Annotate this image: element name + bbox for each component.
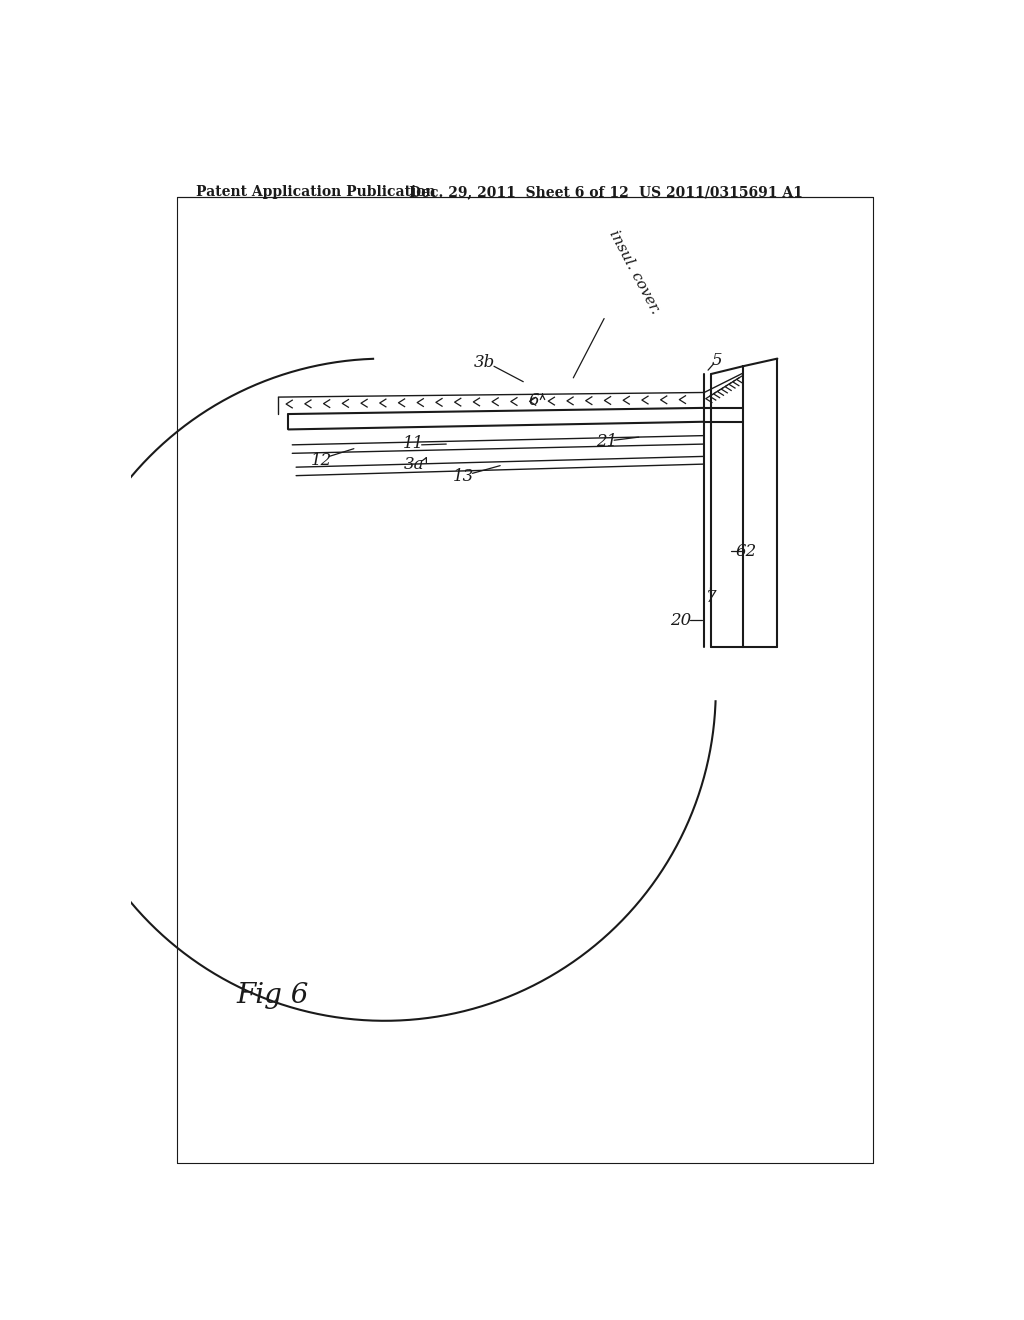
Text: insul. cover.: insul. cover. xyxy=(606,227,663,317)
Text: 6: 6 xyxy=(528,392,540,409)
Text: Fig 6: Fig 6 xyxy=(237,982,309,1010)
Text: 20: 20 xyxy=(671,612,692,628)
Text: 21: 21 xyxy=(596,433,617,450)
Text: Dec. 29, 2011  Sheet 6 of 12: Dec. 29, 2011 Sheet 6 of 12 xyxy=(410,185,629,199)
Text: 12: 12 xyxy=(311,451,332,469)
Text: 11: 11 xyxy=(403,434,425,451)
Text: 3b: 3b xyxy=(474,354,496,371)
Text: US 2011/0315691 A1: US 2011/0315691 A1 xyxy=(639,185,803,199)
Text: Patent Application Publication: Patent Application Publication xyxy=(196,185,435,199)
Text: 3a: 3a xyxy=(403,455,424,473)
Text: 62: 62 xyxy=(736,543,757,560)
Text: 5: 5 xyxy=(712,351,723,368)
Text: 7: 7 xyxy=(706,589,717,606)
Text: 13: 13 xyxy=(453,467,474,484)
